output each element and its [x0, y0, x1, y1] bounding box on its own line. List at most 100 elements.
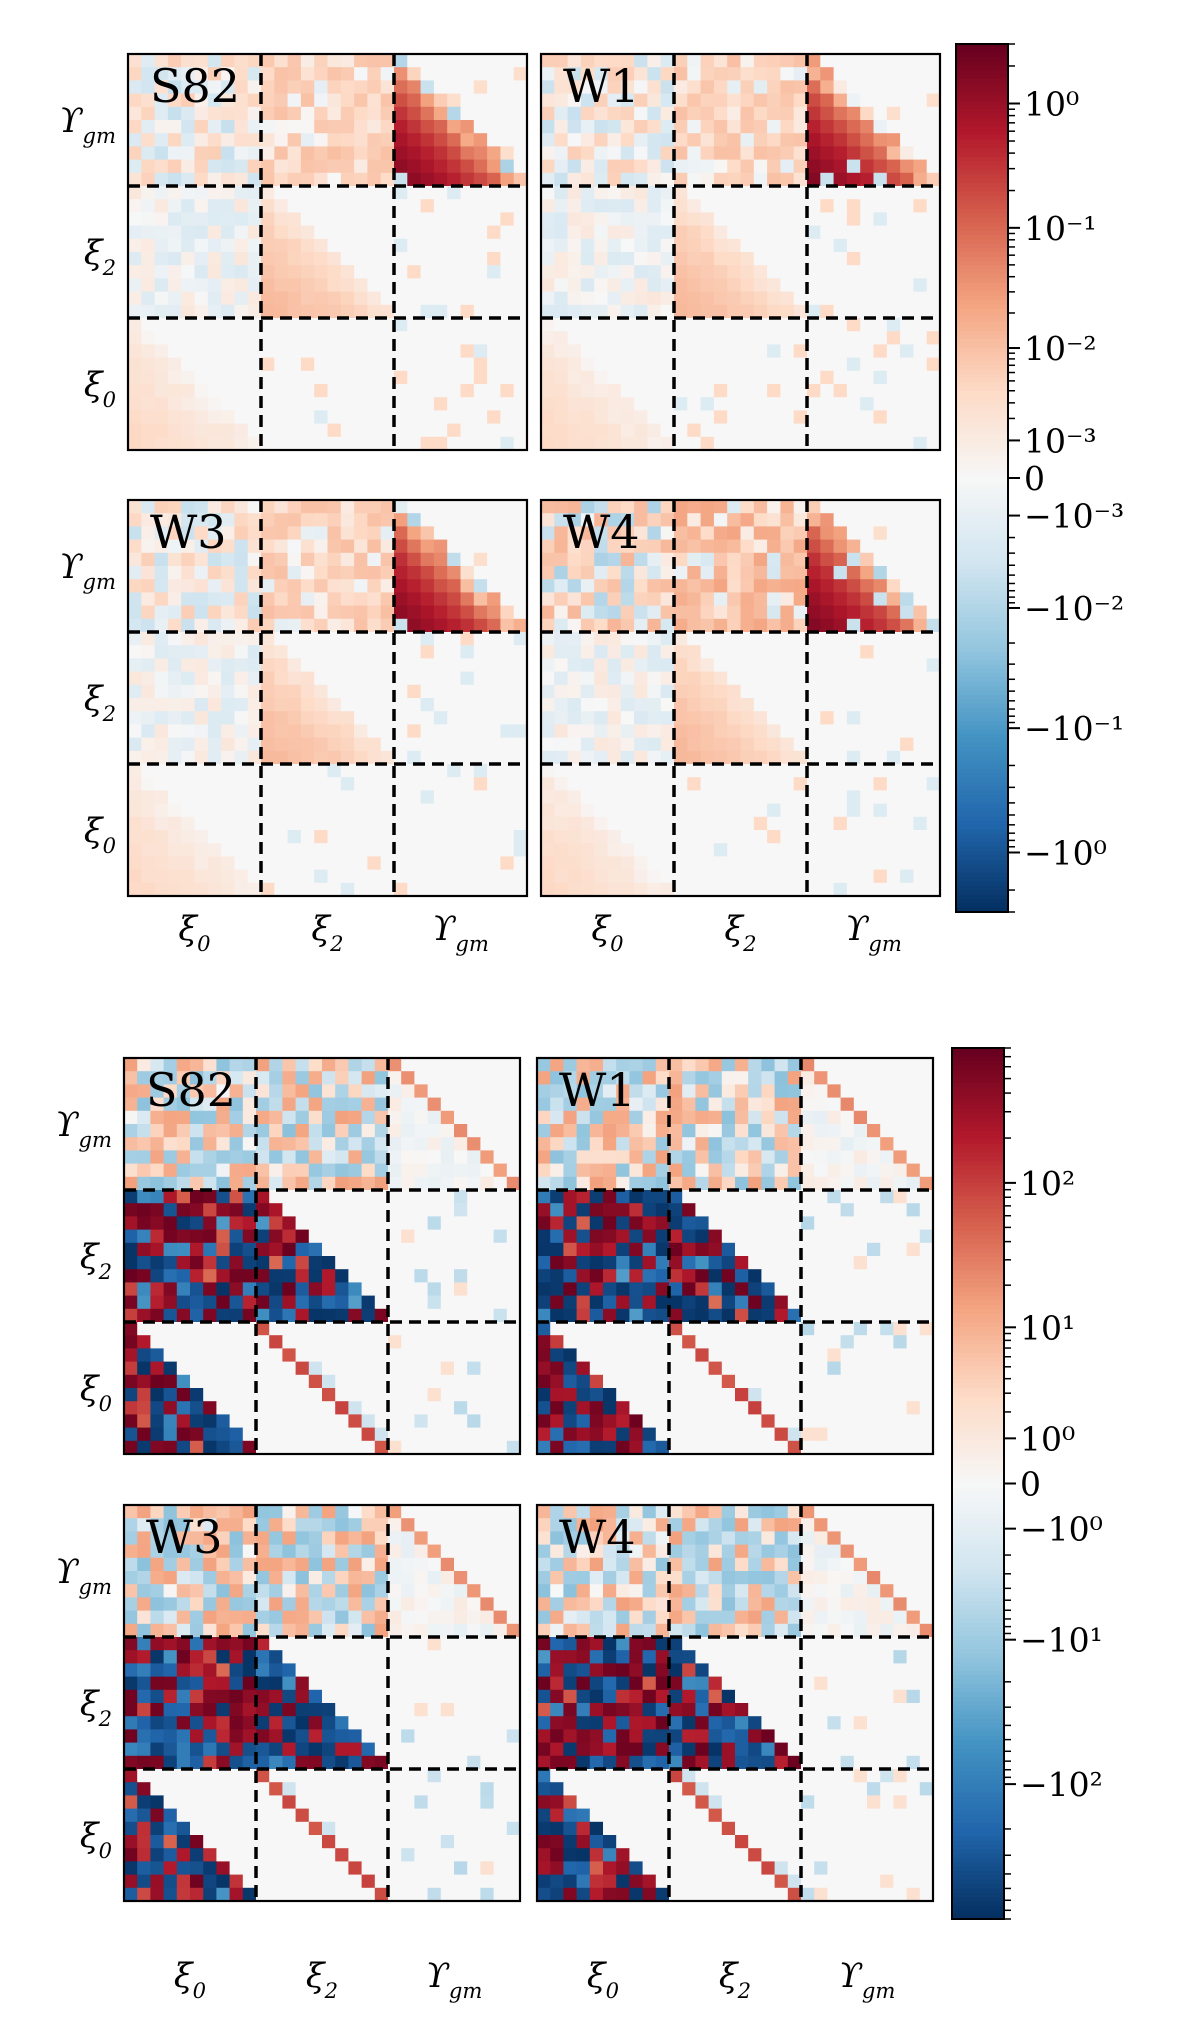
heatmap-cell	[594, 698, 609, 712]
heatmap-cell	[221, 869, 235, 884]
heatmap-cell	[500, 133, 515, 147]
heatmap-cell	[401, 1242, 415, 1257]
heatmap-cell	[647, 645, 662, 659]
heatmap-cell	[467, 1282, 481, 1297]
heatmap-cell	[447, 344, 462, 359]
heatmap-cell	[500, 423, 515, 438]
heatmap-cell	[506, 1176, 521, 1191]
heatmap-cell	[447, 291, 462, 306]
heatmap-cell	[926, 856, 941, 871]
heatmap-cell	[594, 671, 609, 686]
heatmap-cell	[460, 856, 475, 871]
heatmap-cell	[767, 764, 781, 778]
heatmap-cell	[506, 1335, 521, 1349]
heatmap-cell	[367, 384, 382, 398]
heatmap-cell	[167, 172, 182, 187]
heatmap-cell	[221, 291, 235, 306]
heatmap-cell	[221, 816, 235, 831]
heatmap-cell	[833, 552, 848, 567]
heatmap-cell	[207, 172, 222, 187]
heatmap-cell	[420, 790, 435, 805]
heatmap-cell	[274, 790, 289, 805]
heatmap-cell	[674, 384, 688, 398]
heatmap-cell	[541, 790, 555, 805]
heatmap-cell	[181, 816, 196, 831]
heatmap-cell	[634, 632, 648, 646]
heatmap-cell	[687, 278, 702, 293]
heatmap-cell	[647, 843, 662, 857]
heatmap-cell	[128, 331, 142, 345]
colorbar-band	[956, 907, 1008, 913]
heatmap-cell	[340, 645, 355, 659]
heatmap-cell	[767, 882, 781, 897]
heatmap-cell	[388, 1256, 402, 1270]
heatmap-cell	[594, 816, 609, 831]
heatmap-cell	[580, 344, 595, 359]
heatmap-cell	[708, 1071, 723, 1085]
heatmap-cell	[141, 803, 156, 818]
heatmap-cell	[221, 252, 235, 266]
heatmap-cell	[221, 397, 235, 411]
colorbar-band	[956, 603, 1008, 609]
heatmap-cell	[190, 1374, 204, 1389]
heatmap-cell	[216, 1256, 231, 1270]
heatmap-cell	[407, 539, 422, 554]
heatmap-cell	[833, 80, 848, 95]
heatmap-cell	[207, 566, 222, 580]
heatmap-cell	[473, 750, 488, 765]
heatmap-cell	[380, 513, 395, 527]
heatmap-cell	[900, 777, 914, 791]
heatmap-cell	[550, 1084, 564, 1099]
heatmap-cell	[487, 843, 501, 857]
heatmap-cell	[860, 357, 875, 372]
heatmap-cell	[580, 436, 595, 451]
heatmap-cell	[308, 1414, 323, 1429]
heatmap-cell	[300, 133, 315, 147]
heatmap-cell	[181, 133, 196, 147]
heatmap-cell	[287, 803, 302, 818]
heatmap-cell	[500, 436, 515, 451]
colorbar-band	[956, 885, 1008, 892]
heatmap-cell	[128, 172, 142, 187]
heatmap-cell	[926, 436, 941, 451]
heatmap-cell	[634, 526, 648, 541]
heatmap-cell	[513, 436, 528, 451]
heatmap-cell	[141, 830, 156, 844]
heatmap-cell	[256, 1282, 270, 1297]
heatmap-cell	[860, 816, 875, 831]
heatmap-cell	[500, 120, 515, 134]
heatmap-cell	[394, 423, 408, 438]
heatmap-cell	[500, 80, 515, 95]
heatmap-cell	[541, 698, 555, 712]
heatmap-cell	[713, 120, 728, 134]
heatmap-cell	[242, 1388, 257, 1402]
heatmap-cell	[433, 120, 448, 134]
heatmap-cell	[873, 526, 888, 541]
heatmap-cell	[300, 238, 315, 253]
heatmap-cell	[221, 146, 235, 161]
colorbar-band	[956, 651, 1008, 657]
heatmap-cell	[207, 698, 222, 712]
colorbar-band	[956, 438, 1008, 445]
heatmap-cell	[567, 304, 582, 319]
heatmap-cell	[447, 397, 462, 411]
heatmap-cell	[314, 199, 329, 213]
heatmap-cell	[647, 539, 662, 554]
heatmap-cell	[506, 1308, 521, 1323]
heatmap-cell	[354, 645, 368, 659]
colorbar-band	[956, 894, 1008, 900]
heatmap-cell	[807, 698, 821, 712]
heatmap-cell	[221, 698, 235, 712]
heatmap-cell	[607, 605, 622, 620]
heatmap-cell	[194, 199, 209, 213]
heatmap-cell	[567, 764, 582, 778]
heatmap-cell	[767, 605, 781, 620]
heatmap-cell	[460, 159, 475, 174]
heatmap-cell	[554, 120, 569, 134]
heatmap-cell	[414, 1190, 429, 1204]
heatmap-cell	[242, 1190, 257, 1204]
heatmap-cell	[713, 159, 728, 174]
heatmap-cell	[846, 291, 861, 306]
heatmap-cell	[700, 344, 715, 359]
heatmap-cell	[207, 304, 222, 319]
